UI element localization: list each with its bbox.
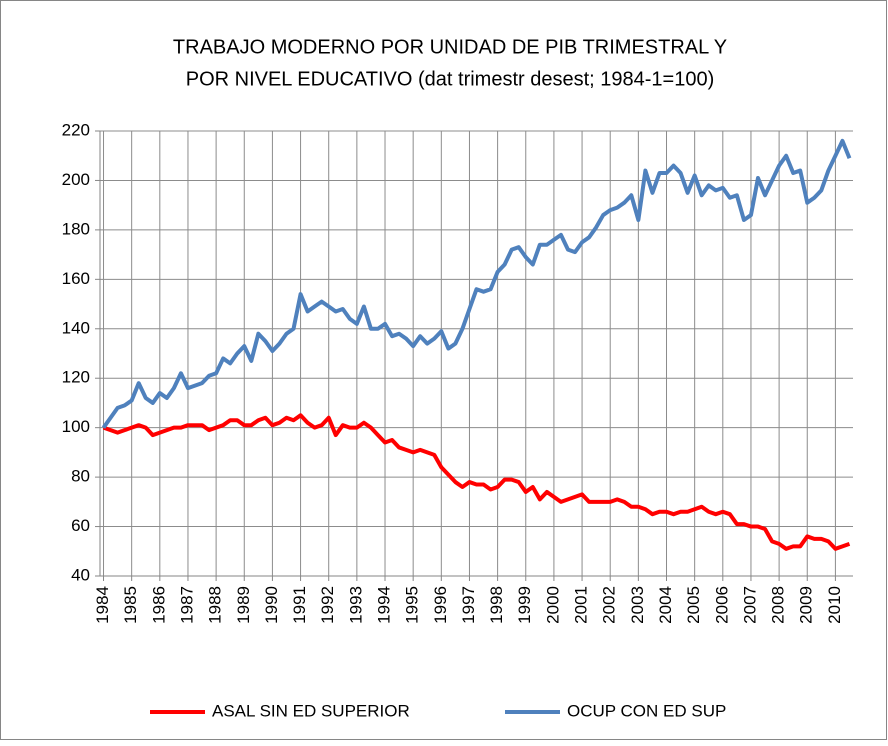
y-tick-label: 120	[62, 368, 90, 387]
y-tick-label: 60	[71, 516, 90, 535]
x-tick-label: 2008	[769, 586, 788, 624]
y-tick-label: 180	[62, 219, 90, 238]
data-line	[101, 138, 852, 429]
x-tick-label: 2001	[572, 586, 591, 624]
y-tick-label: 80	[71, 467, 90, 486]
x-tick-label: 1997	[459, 586, 478, 624]
x-tick-label: 2007	[740, 586, 759, 624]
x-tick-label: 1990	[262, 586, 281, 624]
x-tick-label: 2002	[600, 586, 619, 624]
y-tick-label: 160	[62, 269, 90, 288]
y-tick-label: 140	[62, 318, 90, 337]
y-tick-label: 40	[71, 565, 90, 584]
x-tick-label: 1988	[206, 586, 225, 624]
x-tick-label: 2005	[684, 586, 703, 624]
x-tick-label: 1993	[346, 586, 365, 624]
x-tick-label: 2010	[825, 586, 844, 624]
chart-title: TRABAJO MODERNO POR UNIDAD DE PIB TRIMES…	[173, 36, 727, 58]
x-tick-label: 1991	[290, 586, 309, 624]
x-tick-label: 2003	[628, 586, 647, 624]
legend-label: OCUP CON ED SUP	[567, 701, 726, 720]
legend-label: ASAL SIN ED SUPERIOR	[212, 701, 410, 720]
x-tick-label: 1989	[234, 586, 253, 624]
chart-title: POR NIVEL EDUCATIVO (dat trimestr desest…	[186, 68, 715, 90]
x-tick-label: 2000	[543, 586, 562, 624]
x-tick-label: 1987	[177, 586, 196, 624]
x-tick-label: 2004	[656, 586, 675, 624]
x-tick-label: 1984	[93, 586, 112, 624]
x-tick-label: 1996	[431, 586, 450, 624]
y-tick-label: 220	[62, 120, 90, 139]
x-tick-label: 1998	[487, 586, 506, 624]
x-tick-label: 1986	[149, 586, 168, 624]
y-tick-label: 200	[62, 170, 90, 189]
x-tick-label: 2009	[797, 586, 816, 624]
data-line	[102, 413, 851, 551]
x-tick-label: 1992	[318, 586, 337, 624]
x-tick-label: 1994	[374, 586, 393, 624]
x-tick-label: 1995	[403, 586, 422, 624]
x-tick-label: 1985	[121, 586, 140, 624]
x-tick-label: 1999	[515, 586, 534, 624]
x-tick-label: 2006	[712, 586, 731, 624]
y-tick-label: 100	[62, 417, 90, 436]
